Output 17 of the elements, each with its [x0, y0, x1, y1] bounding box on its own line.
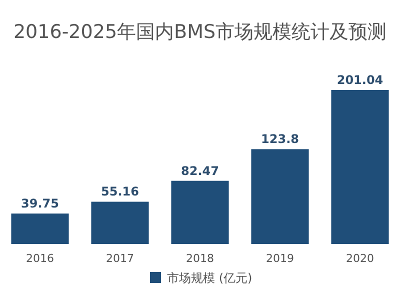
data-label: 123.8	[261, 132, 299, 146]
x-tick-label: 2016	[26, 252, 54, 265]
x-tick-label: 2017	[106, 252, 134, 265]
bar	[251, 149, 309, 244]
data-label: 201.04	[336, 73, 384, 87]
x-tick-label: 2019	[266, 252, 294, 265]
x-tick-label: 2020	[346, 252, 374, 265]
bar	[11, 214, 69, 244]
legend-label: 市场规模 (亿元)	[167, 271, 252, 285]
data-label: 82.47	[181, 164, 219, 178]
data-label: 39.75	[21, 196, 59, 211]
data-label: 55.16	[101, 184, 139, 199]
x-tick-label: 2018	[186, 252, 214, 265]
bar	[91, 202, 149, 244]
bar	[171, 180, 229, 244]
chart-title: 2016-2025年国内BMS市场规模统计及预测	[13, 21, 387, 43]
bar	[331, 90, 389, 244]
